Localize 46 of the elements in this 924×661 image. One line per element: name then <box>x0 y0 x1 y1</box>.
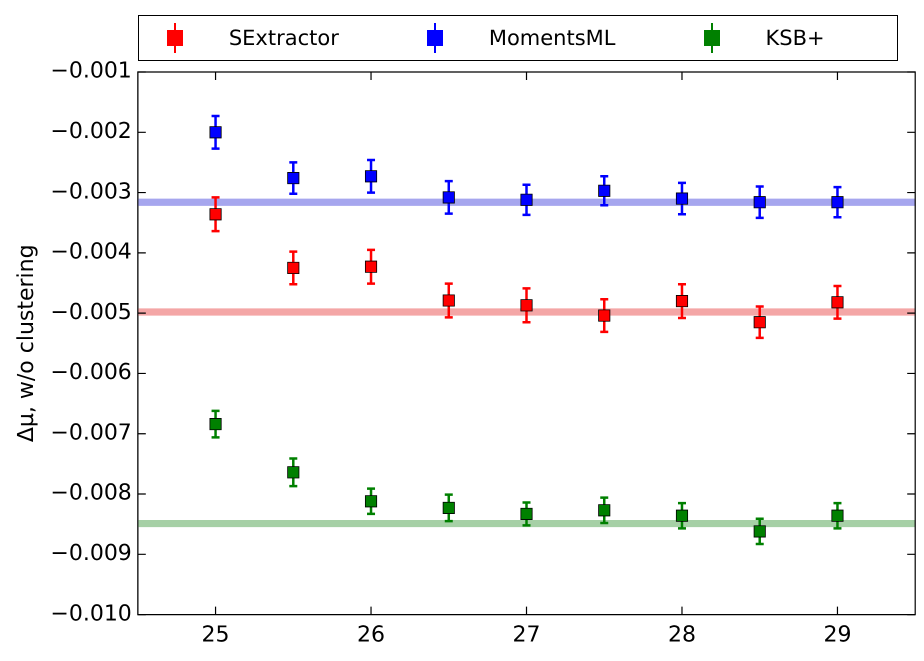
point <box>364 260 378 273</box>
point <box>520 508 533 520</box>
point <box>676 192 688 205</box>
y-tick-label: −0.003 <box>50 179 132 204</box>
y-tick-label: −0.005 <box>50 300 132 325</box>
point <box>676 295 688 308</box>
point <box>209 208 222 220</box>
point <box>676 510 688 522</box>
point <box>520 299 533 312</box>
point <box>598 184 610 197</box>
point <box>442 191 455 204</box>
legend-label: MomentsML <box>488 26 616 50</box>
y-tick-label: −0.002 <box>50 119 132 144</box>
point <box>364 170 378 182</box>
point <box>209 126 222 138</box>
point <box>831 196 844 208</box>
point <box>442 294 455 307</box>
x-tick-label: 26 <box>357 622 386 648</box>
point <box>442 502 455 514</box>
legend-label: KSB+ <box>766 26 825 50</box>
point <box>598 504 610 516</box>
x-tick-label: 28 <box>668 622 696 648</box>
point <box>364 495 378 508</box>
y-tick-label: −0.010 <box>50 601 132 626</box>
point <box>831 510 844 522</box>
y-tick-label: −0.004 <box>50 240 132 265</box>
x-tick-label: 29 <box>823 622 852 648</box>
y-tick-label: −0.008 <box>50 480 132 506</box>
point <box>831 296 844 308</box>
legend-label: SExtractor <box>228 26 339 50</box>
point <box>754 525 766 538</box>
y-tick-label: −0.006 <box>50 360 132 386</box>
point <box>598 310 610 322</box>
y-tick-label: −0.009 <box>50 541 132 566</box>
point <box>209 418 222 430</box>
y-axis-title: Δμ, w/o clustering <box>14 244 39 442</box>
point <box>287 466 300 478</box>
point <box>520 194 533 206</box>
x-tick-label: 25 <box>202 622 230 648</box>
y-tick-label: −0.001 <box>50 58 132 84</box>
point <box>287 262 300 274</box>
y-tick-label: −0.007 <box>50 420 132 446</box>
point <box>287 172 300 184</box>
point <box>754 316 766 328</box>
point <box>754 196 766 208</box>
x-tick-label: 27 <box>512 622 541 648</box>
